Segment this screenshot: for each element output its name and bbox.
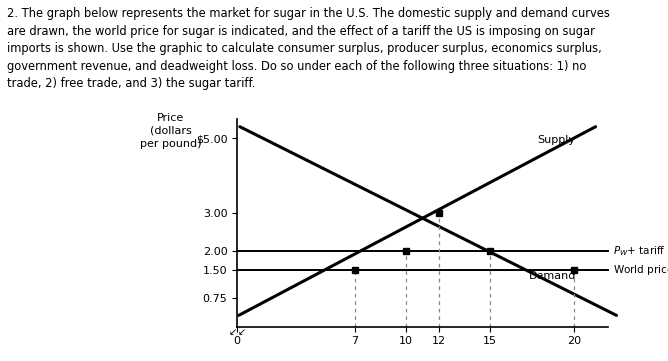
Text: $\swarrow\!\!\swarrow$: $\swarrow\!\!\swarrow$ [227,327,247,337]
Text: Supply: Supply [537,135,575,145]
Text: World price ($P_W$): World price ($P_W$) [613,263,668,277]
Text: Demand: Demand [528,271,576,281]
Text: Price
(dollars
per pound): Price (dollars per pound) [140,113,201,148]
Text: 2. The graph below represents the market for sugar in the U.S. The domestic supp: 2. The graph below represents the market… [7,7,610,90]
Text: $P_W$+ tariff: $P_W$+ tariff [613,244,666,258]
